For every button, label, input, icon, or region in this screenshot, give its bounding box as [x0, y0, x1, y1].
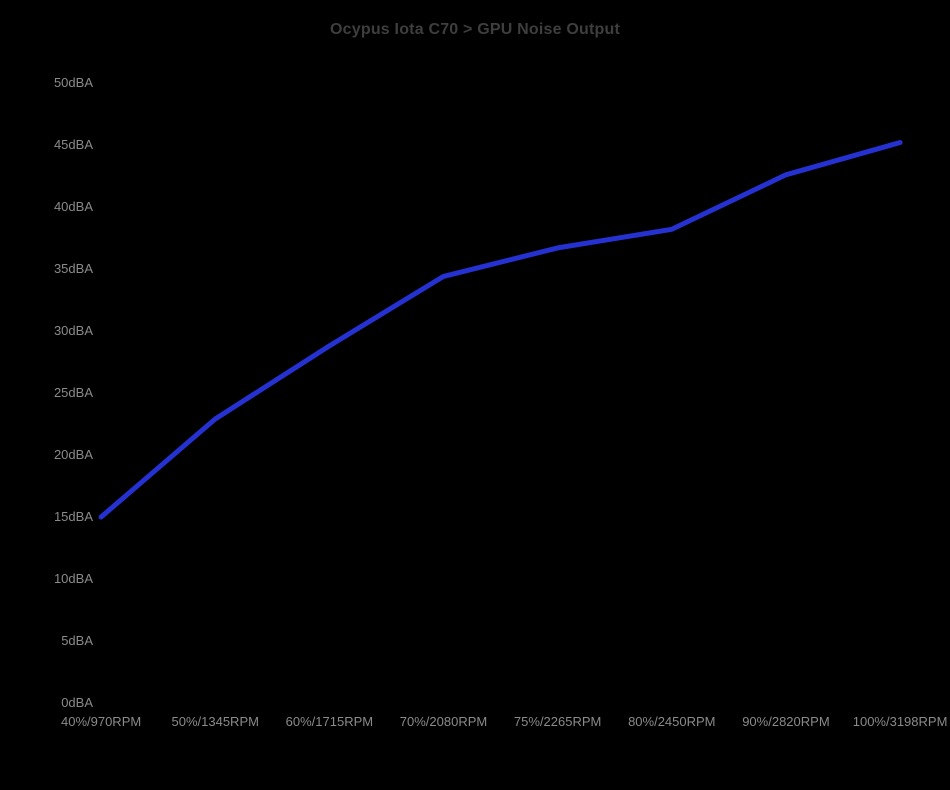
x-axis-tick-label: 100%/3198RPM — [852, 714, 948, 729]
x-axis-tick-label: 50%/1345RPM — [171, 714, 259, 729]
y-axis-tick-label: 15dBA — [53, 509, 93, 524]
y-axis-tick-label: 35dBA — [53, 261, 93, 276]
y-axis-tick-label: 50dBA — [53, 75, 93, 90]
y-axis-tick-label: 40dBA — [53, 199, 93, 214]
y-axis-tick-label: 10dBA — [53, 571, 93, 586]
y-axis-tick-label: 25dBA — [53, 385, 93, 400]
y-axis-tick-label: 30dBA — [53, 323, 93, 338]
x-axis-tick-label: 60%/1715RPM — [285, 714, 374, 729]
y-axis-tick-label: 45dBA — [53, 137, 93, 152]
y-axis-tick-label: 0dBA — [61, 695, 93, 710]
chart-title: Ocypus Iota C70 > GPU Noise Output — [330, 21, 620, 38]
x-axis-tick-label: 70%/2080RPM — [399, 714, 488, 729]
x-axis-tick-label: 80%/2450RPM — [628, 714, 716, 729]
noise-series-line — [98, 140, 903, 520]
y-axis-tick-label: 20dBA — [53, 447, 93, 462]
x-axis-tick-label: 40%/970RPM — [60, 714, 142, 729]
x-axis-tick-label: 90%/2820RPM — [742, 714, 830, 729]
y-axis-tick-label: 5dBA — [61, 633, 93, 648]
x-axis-tick-label: 75%/2265RPM — [513, 714, 602, 729]
